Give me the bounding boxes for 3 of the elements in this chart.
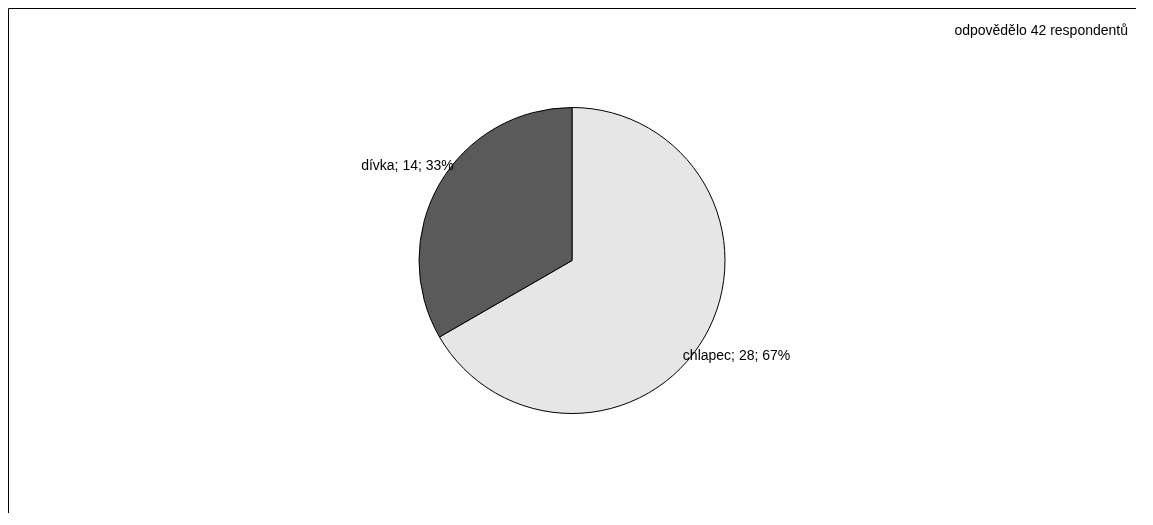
slice-label: dívka; 14; 33% [361,156,454,173]
text: odpovědělo 42 respondentů [954,22,1128,38]
slice-label: chlapec; 28; 67% [682,346,791,363]
